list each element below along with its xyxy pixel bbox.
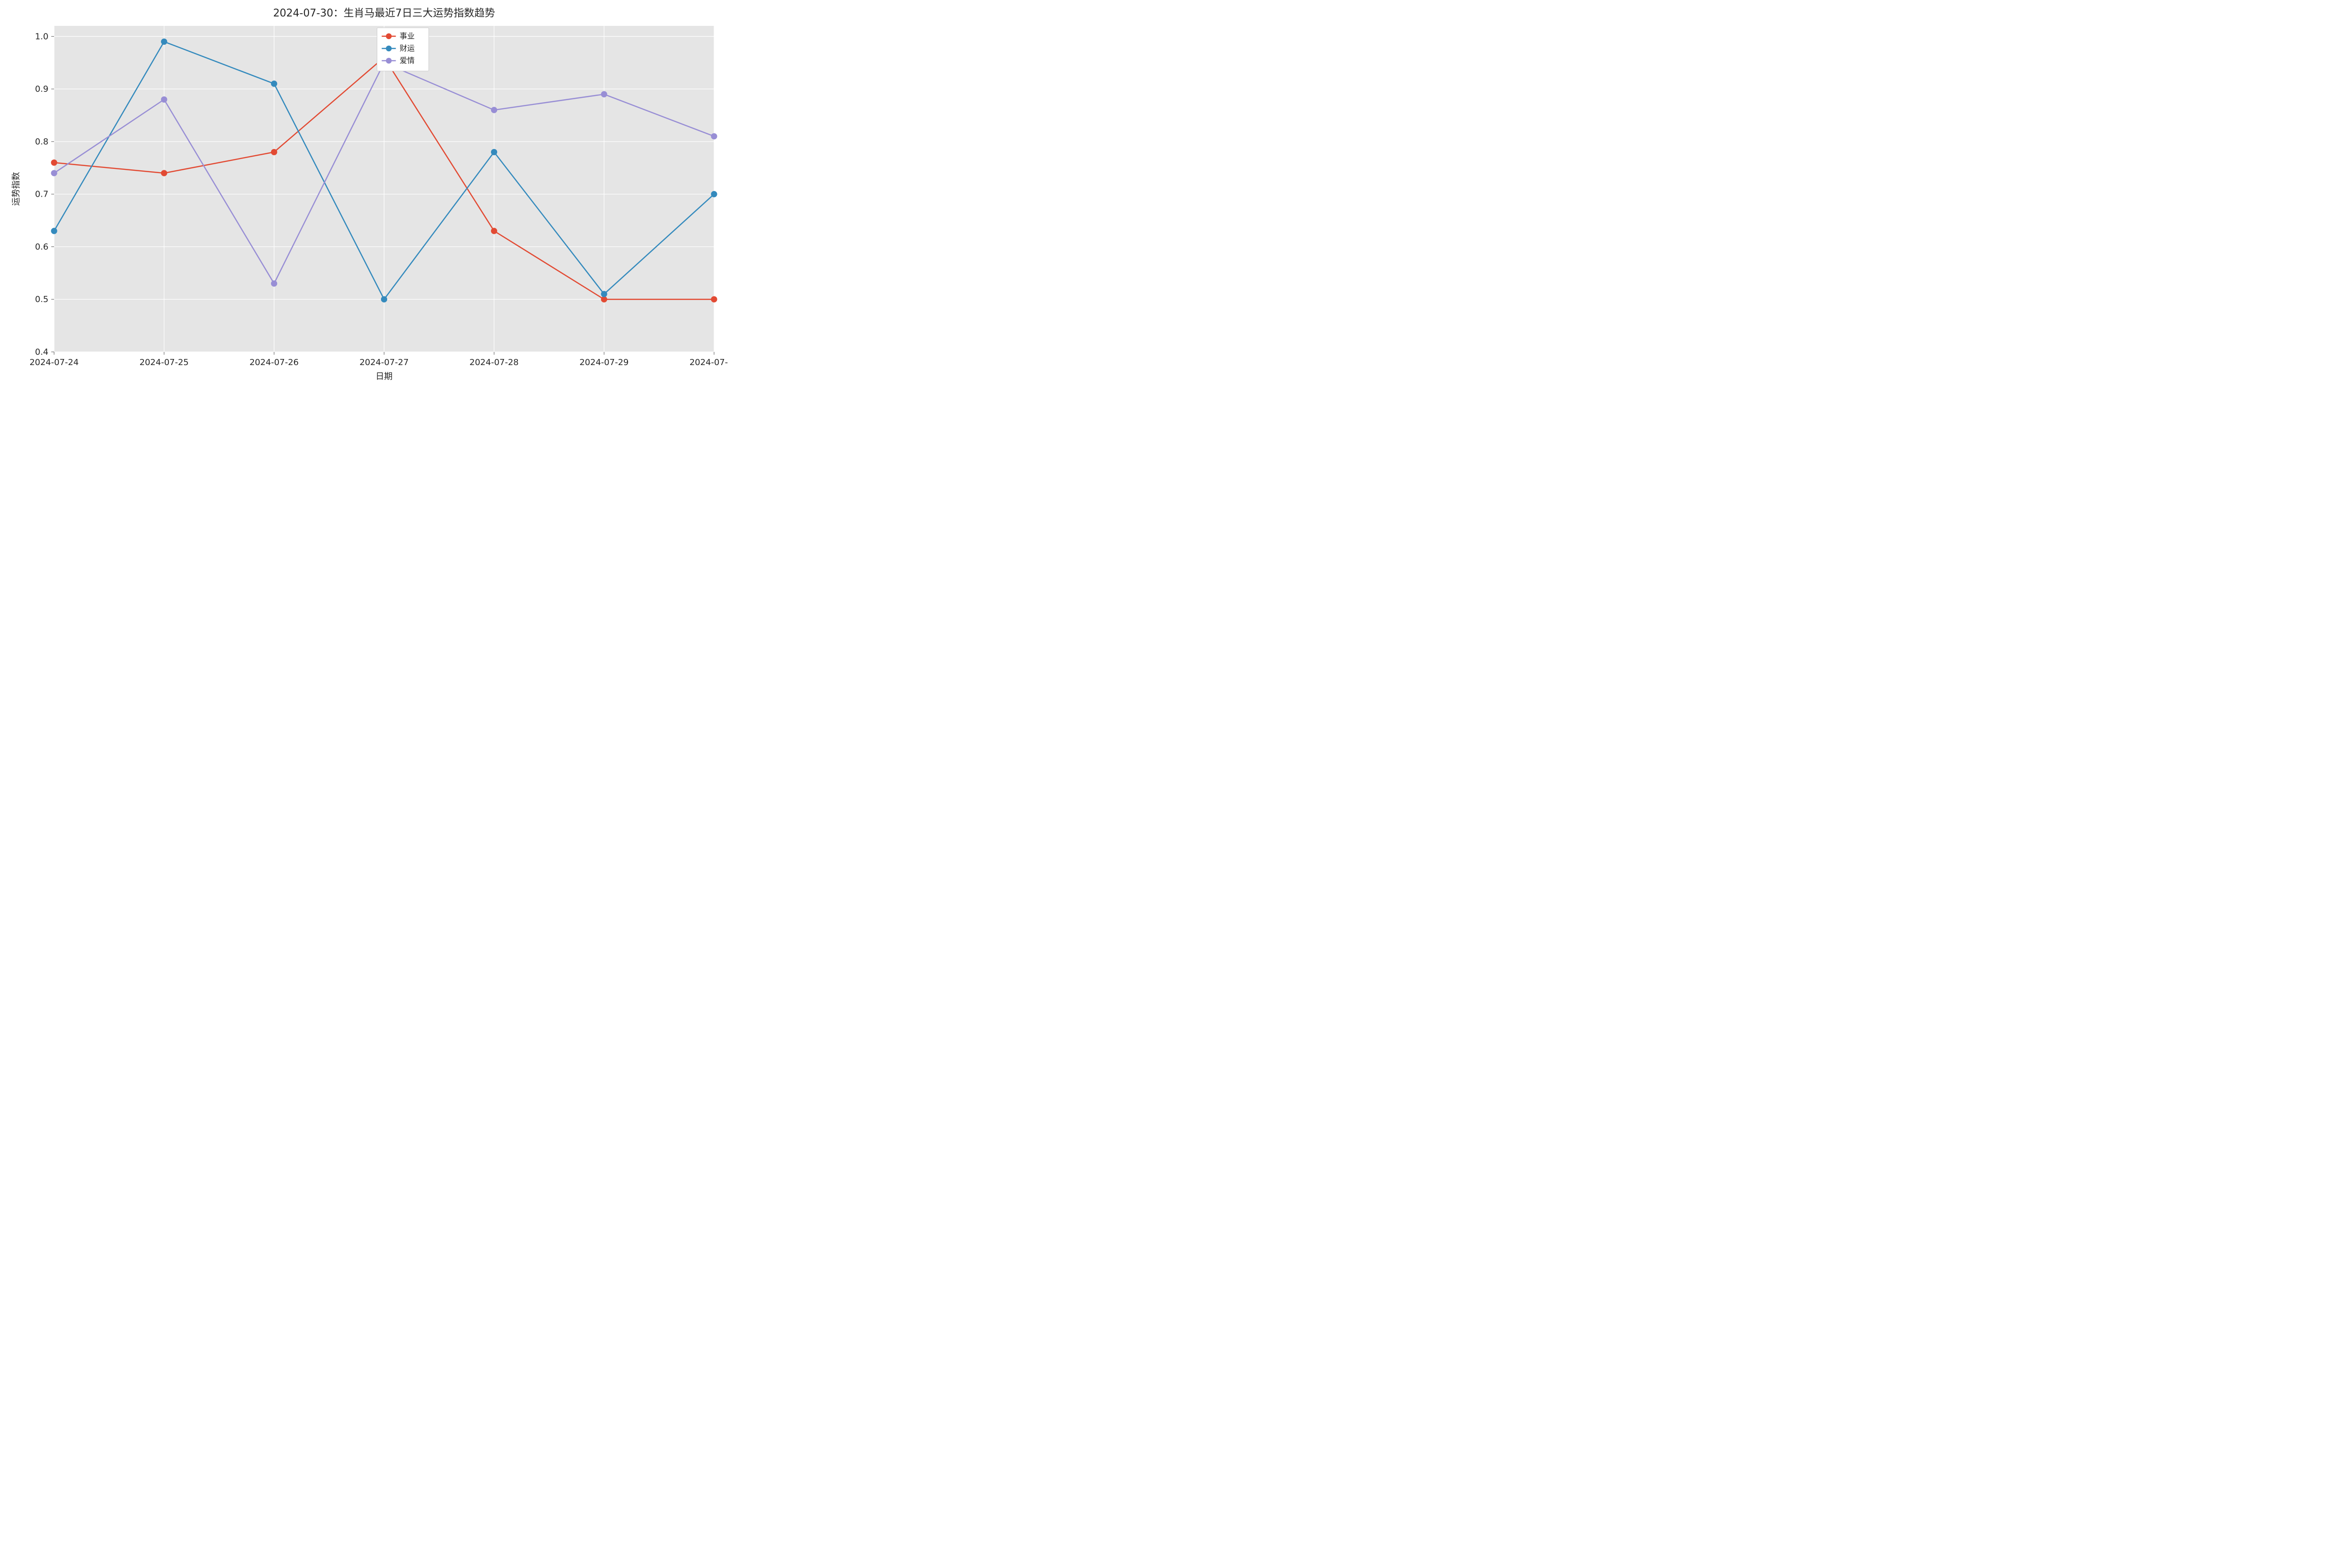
x-tick-label: 2024-07-30 xyxy=(690,358,728,367)
x-tick-label: 2024-07-27 xyxy=(359,358,409,367)
series-marker xyxy=(271,149,277,155)
x-axis-label: 日期 xyxy=(376,372,393,382)
legend-item-label: 财运 xyxy=(400,44,415,53)
legend-item-label: 爱情 xyxy=(400,56,415,65)
x-tick-label: 2024-07-25 xyxy=(140,358,189,367)
y-tick-label: 0.4 xyxy=(35,347,48,357)
x-tick-label: 2024-07-29 xyxy=(580,358,629,367)
y-tick-label: 0.8 xyxy=(35,137,48,147)
chart-title: 2024-07-30：生肖马最近7日三大运势指数趋势 xyxy=(273,8,495,19)
series-marker xyxy=(271,281,277,287)
fortune-line-chart: 0.4 0.5 0.6 0.7 0.8 0.9 1.0 2024-07-24 2024-07-2… xyxy=(0,0,728,392)
series-marker xyxy=(271,81,277,87)
legend: 事业财运爱情 xyxy=(377,28,429,71)
series-marker xyxy=(491,107,497,113)
x-tick-label: 2024-07-28 xyxy=(469,358,519,367)
series-marker xyxy=(51,228,57,234)
series-marker xyxy=(601,91,607,97)
y-tick-label: 1.0 xyxy=(35,32,48,41)
series-marker xyxy=(711,296,717,302)
series-marker xyxy=(601,291,607,297)
y-tick-label: 0.5 xyxy=(35,294,48,304)
series-marker xyxy=(51,159,57,165)
series-marker xyxy=(381,296,387,302)
series-marker xyxy=(51,170,57,176)
x-tick-label: 2024-07-24 xyxy=(30,358,79,367)
series-marker xyxy=(161,170,167,176)
series-marker xyxy=(491,149,497,155)
series-marker xyxy=(601,296,607,302)
y-tick-label: 0.6 xyxy=(35,242,48,252)
chart-svg: 0.4 0.5 0.6 0.7 0.8 0.9 1.0 2024-07-24 2024-07-2… xyxy=(0,0,728,392)
y-tick-label: 0.7 xyxy=(35,190,48,199)
legend-item-label: 事业 xyxy=(400,32,415,40)
series-marker xyxy=(161,96,167,102)
series-marker xyxy=(711,134,717,139)
series-marker xyxy=(491,228,497,234)
y-tick-label: 0.9 xyxy=(35,84,48,94)
y-axis-label: 运势指数 xyxy=(11,172,21,206)
series-marker xyxy=(711,191,717,197)
x-tick-label: 2024-07-26 xyxy=(249,358,299,367)
series-marker xyxy=(161,39,167,44)
